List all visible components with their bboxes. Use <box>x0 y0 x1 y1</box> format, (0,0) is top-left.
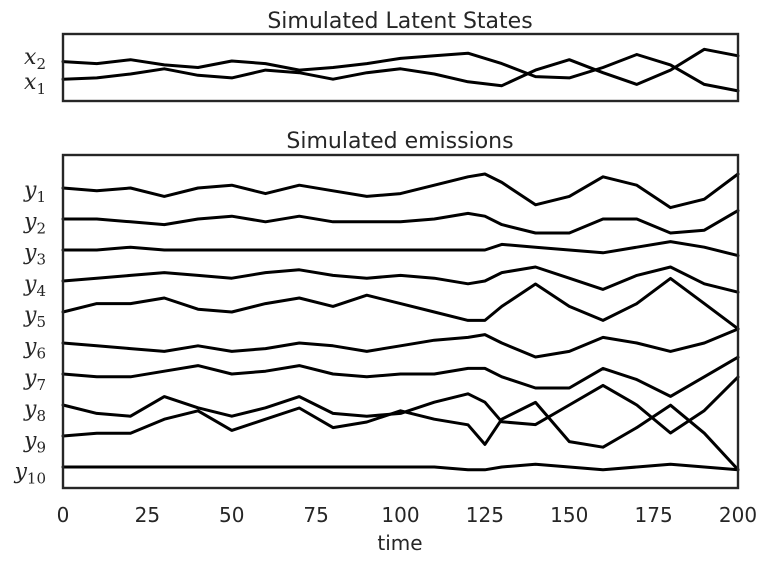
emissions-title: Simulated emissions <box>286 129 513 154</box>
emissions-panel: Simulated emissions y1y2y3y4y5y6y7y8y9y1… <box>13 129 757 555</box>
track-label-y1: y1 <box>23 178 46 206</box>
trace-y7-line <box>61 355 740 398</box>
trace-x1-line <box>61 51 740 93</box>
latent-traces <box>61 47 740 93</box>
x-tick-label: 0 <box>57 503 70 527</box>
x-tick-label: 50 <box>219 503 244 527</box>
track-label-y3: y3 <box>23 241 46 269</box>
trace-y9-line <box>61 400 740 472</box>
track-label-y9: y9 <box>23 428 46 456</box>
emission-track-labels: y1 y2 y3 y4 y5 y6 y7 y8 y9 y10 <box>13 178 46 488</box>
x-tick-label: 200 <box>719 503 757 527</box>
x-tick-label: 75 <box>303 503 328 527</box>
emission-traces <box>61 172 740 472</box>
track-label-y7: y7 <box>23 366 46 394</box>
x-tick-label: 150 <box>550 503 588 527</box>
trace-y10-line <box>61 462 740 472</box>
trace-y8-line <box>61 375 740 435</box>
trace-y3-line <box>61 240 740 258</box>
x-axis-label: time <box>377 531 422 555</box>
latent-axes-frame <box>61 32 740 103</box>
x-tick-label: 25 <box>135 503 160 527</box>
track-label-y2: y2 <box>23 209 46 237</box>
trace-y4-line <box>61 265 740 294</box>
track-label-x1: x1 <box>24 70 46 98</box>
track-label-x2: x2 <box>24 45 46 73</box>
x-tick-label: 125 <box>466 503 504 527</box>
track-label-y4: y4 <box>23 272 46 300</box>
track-label-y8: y8 <box>23 397 46 425</box>
latent-states-title: Simulated Latent States <box>267 9 532 34</box>
track-label-y6: y6 <box>23 335 46 363</box>
trace-y2-line <box>61 209 740 235</box>
emissions-axes-frame <box>61 153 740 490</box>
trace-y6-line <box>61 327 740 359</box>
x-tick-label: 175 <box>635 503 673 527</box>
trace-x2-line <box>61 47 740 88</box>
x-tick-labels: 0 25 50 75 100 125 150 175 200 <box>57 503 757 527</box>
track-label-y5: y5 <box>23 303 46 331</box>
track-label-y10: y10 <box>13 460 46 488</box>
trace-y1-line <box>61 172 740 210</box>
trace-y5-line <box>61 276 740 331</box>
x-tick-label: 100 <box>381 503 419 527</box>
